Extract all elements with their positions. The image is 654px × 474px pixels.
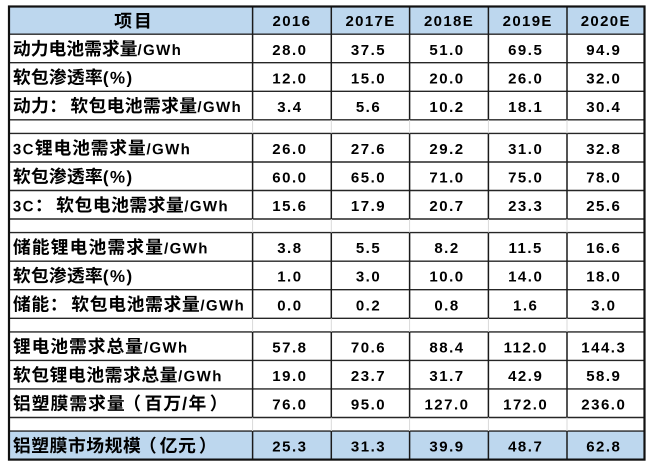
svg-text:26.0: 26.0: [508, 70, 543, 87]
svg-text:0.0: 0.0: [277, 297, 302, 314]
svg-text:17.9: 17.9: [351, 198, 386, 215]
svg-text:10.2: 10.2: [429, 99, 464, 116]
svg-text:48.7: 48.7: [508, 439, 543, 456]
svg-text:65.0: 65.0: [351, 170, 386, 187]
svg-text:95.0: 95.0: [351, 397, 386, 414]
svg-text:2018E: 2018E: [424, 13, 474, 30]
svg-text:2017E: 2017E: [345, 13, 395, 30]
svg-text:31.3: 31.3: [351, 439, 386, 456]
svg-text:172.0: 172.0: [503, 397, 548, 414]
svg-text:31.7: 31.7: [429, 368, 464, 385]
svg-text:28.0: 28.0: [272, 42, 307, 59]
svg-text:14.0: 14.0: [508, 269, 543, 286]
svg-text:30.4: 30.4: [586, 99, 621, 116]
svg-text:10.0: 10.0: [429, 269, 464, 286]
svg-text:236.0: 236.0: [581, 397, 626, 414]
svg-text:31.0: 31.0: [508, 141, 543, 158]
svg-text:112.0: 112.0: [504, 339, 548, 356]
svg-text:11.5: 11.5: [509, 240, 543, 257]
svg-text:32.0: 32.0: [586, 70, 621, 87]
svg-text:12.0: 12.0: [272, 70, 307, 87]
svg-text:20.0: 20.0: [429, 70, 464, 87]
svg-text:37.5: 37.5: [351, 42, 386, 59]
svg-text:8.2: 8.2: [434, 240, 459, 257]
svg-text:19.0: 19.0: [272, 368, 307, 385]
svg-text:1.0: 1.0: [277, 269, 302, 286]
svg-text:62.8: 62.8: [586, 439, 621, 456]
svg-text:51.0: 51.0: [429, 42, 464, 59]
svg-text:0.8: 0.8: [434, 297, 459, 314]
svg-text:94.9: 94.9: [586, 42, 621, 59]
svg-text:3.4: 3.4: [277, 99, 302, 116]
svg-text:25.3: 25.3: [272, 439, 307, 456]
svg-text:57.8: 57.8: [272, 339, 307, 356]
svg-text:88.4: 88.4: [429, 339, 464, 356]
svg-text:3.0: 3.0: [591, 297, 616, 314]
svg-text:144.3: 144.3: [581, 339, 626, 356]
svg-text:39.9: 39.9: [429, 439, 464, 456]
svg-text:2020E: 2020E: [581, 13, 631, 30]
svg-text:3.8: 3.8: [277, 240, 302, 257]
svg-text:3.0: 3.0: [356, 269, 381, 286]
svg-text:2019E: 2019E: [503, 13, 553, 30]
svg-text:18.1: 18.1: [508, 99, 543, 116]
svg-text:69.5: 69.5: [508, 42, 543, 59]
svg-text:71.0: 71.0: [429, 170, 464, 187]
svg-text:23.3: 23.3: [508, 198, 543, 215]
svg-text:70.6: 70.6: [351, 339, 386, 356]
svg-text:76.0: 76.0: [272, 397, 307, 414]
svg-text:58.9: 58.9: [586, 368, 621, 385]
svg-text:15.0: 15.0: [351, 70, 386, 87]
svg-text:15.6: 15.6: [272, 198, 307, 215]
svg-text:75.0: 75.0: [508, 170, 543, 187]
svg-text:25.6: 25.6: [586, 198, 621, 215]
svg-text:0.2: 0.2: [356, 297, 381, 314]
svg-text:16.6: 16.6: [586, 240, 621, 257]
svg-text:26.0: 26.0: [272, 141, 307, 158]
svg-text:42.9: 42.9: [508, 368, 543, 385]
svg-text:60.0: 60.0: [272, 170, 307, 187]
svg-text:78.0: 78.0: [586, 170, 621, 187]
svg-text:32.8: 32.8: [586, 141, 621, 158]
svg-text:20.7: 20.7: [429, 198, 464, 215]
svg-text:23.7: 23.7: [351, 368, 386, 385]
svg-text:29.2: 29.2: [429, 141, 464, 158]
svg-text:18.0: 18.0: [586, 269, 621, 286]
svg-text:1.6: 1.6: [513, 297, 538, 314]
svg-text:27.6: 27.6: [351, 141, 386, 158]
svg-text:127.0: 127.0: [424, 397, 469, 414]
svg-text:2016: 2016: [273, 13, 312, 30]
svg-text:5.5: 5.5: [356, 240, 381, 257]
svg-text:5.6: 5.6: [356, 99, 381, 116]
